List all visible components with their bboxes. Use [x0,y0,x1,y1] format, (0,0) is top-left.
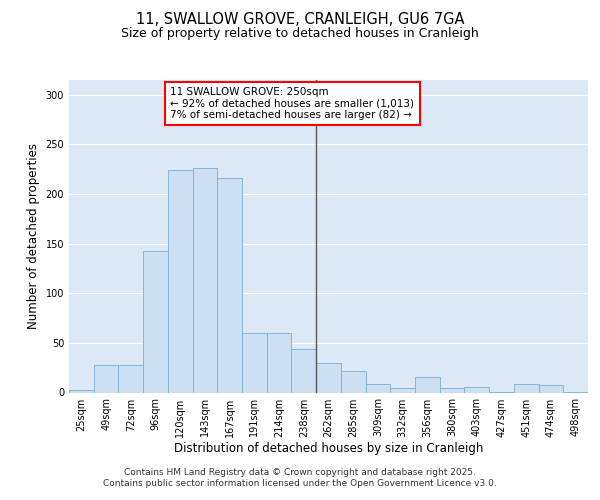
Bar [365,384,390,392]
Bar [69,390,94,392]
Bar [168,170,193,392]
Bar [539,384,563,392]
Bar [341,370,365,392]
Bar [440,388,464,392]
Bar [143,250,168,392]
Bar [193,168,217,392]
Bar [217,178,242,392]
Text: Contains HM Land Registry data © Crown copyright and database right 2025.
Contai: Contains HM Land Registry data © Crown c… [103,468,497,487]
Bar [242,333,267,392]
Bar [464,386,489,392]
Y-axis label: Number of detached properties: Number of detached properties [27,143,40,329]
Bar [267,333,292,392]
X-axis label: Distribution of detached houses by size in Cranleigh: Distribution of detached houses by size … [174,442,483,456]
Text: Size of property relative to detached houses in Cranleigh: Size of property relative to detached ho… [121,28,479,40]
Bar [118,364,143,392]
Bar [415,376,440,392]
Bar [94,364,118,392]
Bar [292,349,316,393]
Text: 11, SWALLOW GROVE, CRANLEIGH, GU6 7GA: 11, SWALLOW GROVE, CRANLEIGH, GU6 7GA [136,12,464,28]
Bar [390,388,415,392]
Bar [316,362,341,392]
Text: 11 SWALLOW GROVE: 250sqm
← 92% of detached houses are smaller (1,013)
7% of semi: 11 SWALLOW GROVE: 250sqm ← 92% of detach… [170,87,415,120]
Bar [514,384,539,392]
